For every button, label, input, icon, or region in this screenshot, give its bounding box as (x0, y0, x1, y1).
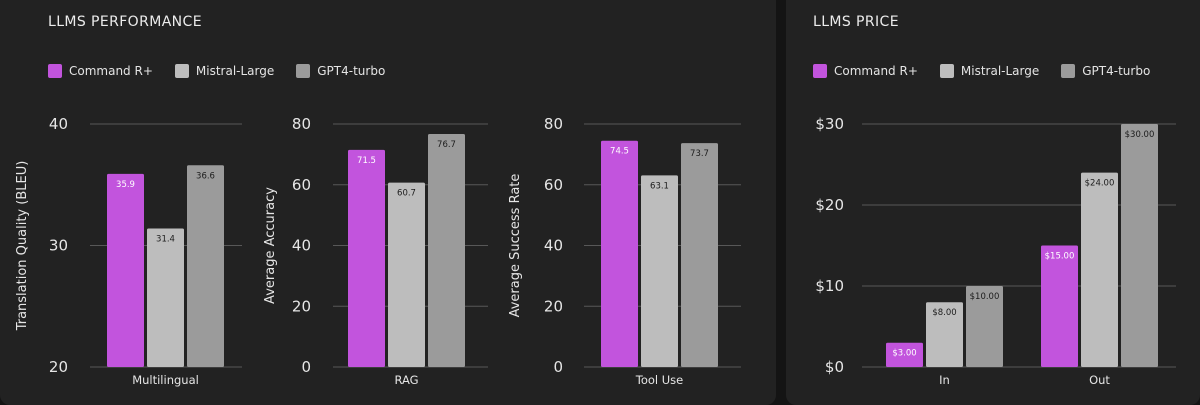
y-tick-label: 0 (301, 358, 311, 376)
performance-panel: LLMS PERFORMANCE Command R+ Mistral-Larg… (0, 0, 776, 405)
chart-in-out: $0 $10 $20 $30 $3.00 $8.00 $10.00 In $15.00 $24.0… (815, 115, 1176, 387)
chart-multilingual: 20 30 40 Translation Quality (BLEU) 35.9 31.4… (15, 115, 242, 387)
bar-mistral-large-multilingual (147, 228, 184, 367)
x-category-label: Out (1089, 373, 1110, 387)
price-title: LLMS PRICE (813, 14, 899, 30)
data-label: $3.00 (892, 349, 916, 359)
legend-label: GPT4-turbo (317, 64, 386, 78)
bar-mistral-large-tool-use (641, 175, 678, 367)
chart-tool-use: 0 20 40 60 80 Average Success Rate 74.5 63.1 73.… (508, 115, 741, 387)
x-category-label: RAG (394, 373, 418, 387)
legend-label: GPT4-turbo (1082, 64, 1151, 78)
data-label: $15.00 (1045, 252, 1075, 262)
price-chart: $0 $10 $20 $30 $3.00 $8.00 $10.00 In $15.00 $24.0… (815, 115, 1176, 387)
y-tick-label: 0 (553, 358, 563, 376)
y-tick-label: 40 (49, 115, 68, 133)
legend-label: Command R+ (69, 64, 153, 78)
data-label: 76.7 (437, 140, 456, 150)
data-label: $30.00 (1125, 130, 1155, 140)
x-category-label: In (939, 373, 950, 387)
y-tick-label: $0 (825, 358, 844, 376)
legend-swatch-mistral-large (174, 64, 189, 78)
performance-charts: 20 30 40 Translation Quality (BLEU) 35.9 31.4… (15, 115, 741, 387)
y-tick-label: 30 (49, 237, 68, 255)
bar-gpt4-turbo-rag (428, 134, 465, 367)
data-label: 31.4 (156, 234, 175, 244)
legend-item-gpt4-turbo: GPT4-turbo (1061, 64, 1150, 78)
y-tick-label: 20 (292, 297, 311, 315)
bar-command-r-multilingual (107, 173, 144, 367)
legend-item-command-r-plus: Command R+ (48, 64, 153, 78)
x-category-label: Multilingual (132, 373, 199, 387)
bar-command-r-rag (348, 149, 385, 367)
data-label: 36.6 (196, 171, 215, 181)
data-label: 63.1 (650, 181, 669, 191)
data-label: 60.7 (397, 189, 416, 199)
y-tick-label: 40 (292, 237, 311, 255)
legend-swatch-command-r-plus (48, 64, 62, 78)
data-label: 73.7 (690, 149, 709, 159)
bar-gpt4-turbo-out (1121, 124, 1158, 367)
bar-command-r-tool-use (601, 140, 638, 367)
price-legend: Command R+ Mistral-Large GPT4-turbo (813, 64, 1172, 78)
data-label: $10.00 (970, 292, 1000, 302)
bar-gpt4-turbo-tool-use (681, 143, 718, 367)
y-axis-title: Average Accuracy (263, 187, 278, 304)
data-label: $8.00 (932, 308, 956, 318)
legend-swatch-mistral-large (939, 64, 954, 78)
bar-gpt4-turbo-in (966, 286, 1003, 367)
y-tick-label: $10 (815, 277, 844, 295)
bar-mistral-large-out (1081, 172, 1118, 367)
data-label: 71.5 (357, 156, 376, 166)
y-tick-label: 80 (544, 115, 563, 133)
legend-label: Mistral-Large (195, 64, 275, 78)
y-axis-title: Translation Quality (BLEU) (15, 161, 30, 332)
y-tick-label: 20 (49, 358, 68, 376)
performance-title: LLMS PERFORMANCE (48, 14, 202, 30)
legend-swatch-gpt4-turbo (1061, 64, 1076, 78)
performance-legend: Command R+ Mistral-Large GPT4-turbo (48, 64, 407, 78)
bar-mistral-large-rag (388, 182, 425, 367)
data-label: 35.9 (116, 180, 135, 190)
y-tick-label: 60 (544, 176, 563, 194)
bar-command-r-in (886, 342, 923, 367)
data-label: $24.00 (1085, 179, 1115, 189)
legend-label: Command R+ (834, 64, 918, 78)
y-tick-label: $20 (815, 196, 844, 214)
legend-swatch-command-r-plus (813, 64, 827, 78)
y-axis-title: Average Success Rate (508, 174, 523, 318)
bar-mistral-large-in (926, 302, 963, 367)
legend-item-gpt4-turbo: GPT4-turbo (296, 64, 385, 78)
bar-gpt4-turbo-multilingual (187, 165, 224, 367)
y-tick-label: $30 (815, 115, 844, 133)
y-tick-label: 40 (544, 237, 563, 255)
legend-swatch-gpt4-turbo (296, 64, 311, 78)
y-tick-label: 80 (292, 115, 311, 133)
legend-item-mistral-large: Mistral-Large (939, 64, 1040, 78)
data-label: 74.5 (610, 147, 629, 157)
bar-command-r-out (1041, 245, 1078, 367)
legend-label: Mistral-Large (960, 64, 1040, 78)
legend-item-command-r-plus: Command R+ (813, 64, 918, 78)
price-panel: LLMS PRICE Command R+ Mistral-Large GPT4… (786, 0, 1200, 405)
chart-rag: 0 20 40 60 80 Average Accuracy 71.5 60.7 76.7 RAG (263, 115, 488, 387)
y-tick-label: 20 (544, 297, 563, 315)
legend-item-mistral-large: Mistral-Large (174, 64, 275, 78)
y-tick-label: 60 (292, 176, 311, 194)
x-category-label: Tool Use (635, 373, 683, 387)
